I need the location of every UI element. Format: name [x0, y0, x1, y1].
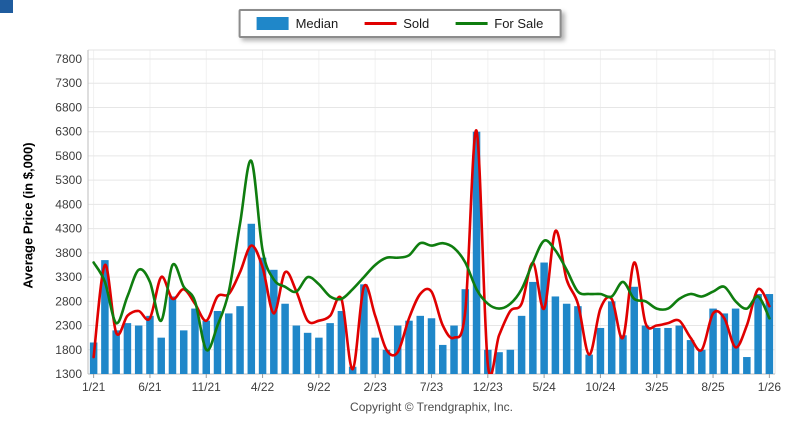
- median-bar: [574, 306, 582, 374]
- median-bar: [596, 327, 605, 374]
- y-tick-label: 2800: [55, 294, 82, 308]
- median-bar: [213, 311, 222, 374]
- y-tick-label: 7800: [55, 52, 82, 66]
- y-tick-label: 5300: [55, 173, 82, 187]
- median-swatch-icon: [256, 17, 289, 30]
- legend-label-for-sale: For Sale: [494, 16, 544, 31]
- y-tick-label: 4800: [55, 197, 82, 211]
- median-bar: [292, 325, 301, 374]
- y-tick-label: 7300: [55, 76, 82, 90]
- median-bar: [258, 257, 267, 374]
- median-bar: [607, 301, 616, 374]
- median-bar: [495, 352, 503, 374]
- median-bar: [405, 320, 413, 374]
- median-bar: [765, 294, 774, 374]
- y-tick-label: 3300: [55, 270, 82, 284]
- for-sale-line: [92, 159, 771, 352]
- x-tick-label: 9/22: [307, 380, 331, 394]
- median-bar: [337, 311, 346, 374]
- legend-label-sold: Sold: [403, 16, 430, 31]
- median-bar: [270, 269, 278, 374]
- x-tick-label: 3/25: [645, 380, 669, 394]
- median-bar: [743, 357, 751, 374]
- legend-item-median: Median: [256, 16, 339, 31]
- median-bar: [315, 337, 323, 374]
- median-bar: [134, 325, 143, 374]
- legend-item-sold: Sold: [364, 16, 429, 31]
- y-tick-label: 6300: [55, 125, 82, 139]
- y-tick-label: 1300: [55, 367, 82, 381]
- y-tick-label: 1800: [55, 343, 82, 357]
- x-tick-label: 8/25: [701, 380, 725, 394]
- legend-label-median: Median: [295, 16, 339, 31]
- corner-square: [0, 0, 13, 13]
- median-bar: [709, 308, 717, 374]
- median-bar: [551, 296, 560, 374]
- x-tick-label: 4/22: [251, 380, 275, 394]
- median-bar: [303, 332, 312, 374]
- median-bar: [236, 306, 244, 374]
- median-bar: [461, 289, 470, 374]
- x-tick-label: 6/21: [138, 380, 162, 394]
- x-tick-label: 2/23: [364, 380, 388, 394]
- median-bar: [675, 325, 684, 374]
- sold-swatch-icon: [364, 22, 397, 25]
- median-bar: [168, 296, 177, 374]
- median-bar: [619, 335, 627, 374]
- x-tick-label: 1/21: [82, 380, 106, 394]
- sold-line: [92, 129, 771, 374]
- median-bar: [191, 308, 199, 374]
- median-bar: [179, 330, 188, 374]
- y-tick-label: 3800: [55, 246, 82, 260]
- median-bar: [247, 223, 256, 374]
- median-bar: [585, 354, 593, 374]
- median-bar: [641, 325, 650, 374]
- y-tick-label: 6800: [55, 100, 82, 114]
- median-bar: [686, 340, 695, 374]
- median-bar: [450, 325, 458, 374]
- median-bar: [416, 315, 424, 374]
- median-bar: [157, 337, 165, 374]
- y-tick-label: 5800: [55, 149, 82, 163]
- median-bar: [146, 315, 154, 374]
- median-bar: [281, 303, 289, 374]
- median-bar: [652, 327, 661, 374]
- median-bar: [225, 313, 233, 374]
- median-bar: [731, 308, 740, 374]
- median-bar: [517, 315, 526, 374]
- median-bar: [371, 337, 379, 374]
- x-tick-label: 11/21: [192, 380, 221, 394]
- median-bar: [101, 260, 109, 374]
- median-bar: [664, 327, 672, 374]
- x-tick-label: 10/24: [585, 380, 615, 394]
- x-tick-label: 1/26: [758, 380, 782, 394]
- median-bar: [630, 286, 638, 374]
- median-bar: [326, 323, 334, 374]
- median-bar: [754, 294, 762, 374]
- median-bar: [720, 313, 729, 374]
- y-tick-label: 4300: [55, 222, 82, 236]
- median-bar: [123, 323, 132, 374]
- median-bar: [382, 349, 391, 374]
- x-tick-label: 5/24: [532, 380, 556, 394]
- median-bar: [472, 131, 481, 374]
- median-bar: [506, 349, 515, 374]
- median-bar: [360, 284, 368, 374]
- median-bar: [540, 262, 548, 374]
- legend: Median Sold For Sale: [238, 9, 562, 38]
- median-bar: [427, 318, 436, 374]
- y-tick-label: 2300: [55, 319, 82, 333]
- x-tick-label: 12/23: [473, 380, 503, 394]
- for-sale-swatch-icon: [455, 22, 488, 25]
- median-bar: [439, 344, 447, 374]
- copyright-text: Copyright © Trendgraphix, Inc.: [350, 400, 513, 414]
- median-bar: [698, 349, 706, 374]
- median-bar: [562, 303, 571, 374]
- legend-item-for-sale: For Sale: [455, 16, 543, 31]
- median-bar: [112, 330, 120, 374]
- x-tick-label: 7/23: [420, 380, 444, 394]
- median-bar: [529, 281, 537, 374]
